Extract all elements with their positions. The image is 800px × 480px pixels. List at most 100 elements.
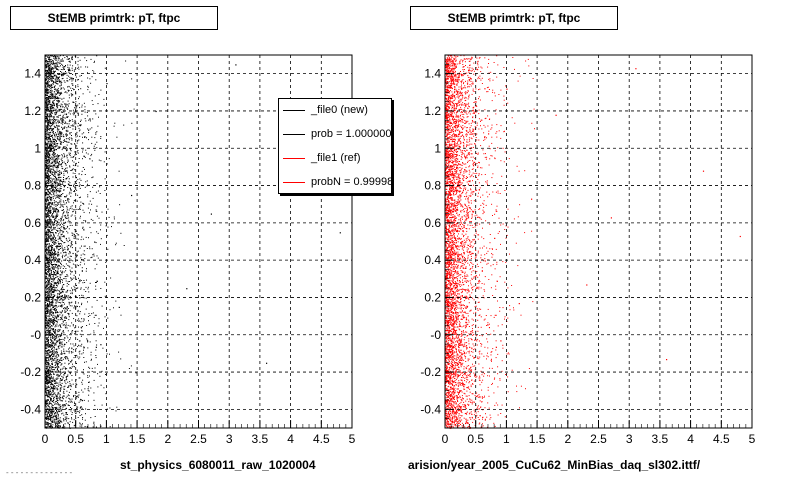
data-point	[54, 418, 56, 420]
data-point	[469, 375, 471, 377]
y-tick-label: 0.4	[24, 253, 41, 267]
y-tick-label: -0.4	[20, 402, 41, 416]
data-point	[500, 340, 502, 342]
x-tick-label: 5	[349, 432, 356, 446]
data-point	[666, 359, 668, 361]
y-tick-label: -0	[430, 328, 441, 342]
legend-swatch	[283, 133, 305, 135]
x-tick-label: 4	[287, 432, 294, 446]
y-tick-label: -0.4	[420, 402, 441, 416]
x-tick-label: 3	[226, 432, 233, 446]
data-point	[702, 170, 705, 172]
x-tick-label: 3	[626, 432, 633, 446]
y-tick-label: 0.6	[24, 216, 41, 230]
x-tick-label: 0	[442, 432, 449, 446]
data-point	[457, 256, 459, 258]
legend-entry-file0: _file0 (new)	[279, 99, 391, 121]
data-point	[555, 114, 557, 116]
scatter-cloud	[45, 55, 137, 429]
legend-swatch	[283, 109, 305, 111]
data-point	[739, 235, 741, 238]
corner-note: - - - - - - - - - - - - - -	[6, 468, 73, 477]
legend-label: prob = 1.000000	[311, 128, 392, 140]
x-tick-label: 2	[164, 432, 171, 446]
y-tick-label: 0.4	[424, 253, 441, 267]
y-tick-label: 1	[34, 141, 41, 155]
y-tick-label: 0.8	[24, 179, 41, 193]
data-point	[478, 189, 480, 191]
data-point	[69, 372, 71, 374]
data-point	[131, 194, 133, 197]
y-tick-label: -0.2	[420, 365, 441, 379]
data-point	[56, 166, 58, 169]
data-point	[78, 185, 80, 187]
x-tick-label: 1	[503, 432, 510, 446]
x-tick-label: 0	[42, 432, 49, 446]
x-tick-label: 0.5	[67, 432, 84, 446]
data-point	[635, 68, 637, 70]
data-point	[463, 226, 465, 228]
data-point	[235, 64, 237, 66]
y-tick-label: 0.8	[424, 179, 441, 193]
data-point	[49, 390, 52, 392]
data-point	[460, 349, 462, 351]
x-tick-label: 4.5	[713, 432, 730, 446]
x-tick-label: 0.5	[467, 432, 484, 446]
legend-label: _file1 (ref)	[311, 152, 361, 164]
x-tick-label: 3.5	[252, 432, 269, 446]
y-tick-label: 1.4	[24, 67, 41, 81]
left-plot-title: StEMB primtrk: pT, ftpc	[10, 6, 218, 30]
data-point	[586, 284, 588, 286]
legend-label: probN = 0.999988	[311, 176, 392, 188]
data-point	[51, 129, 53, 131]
data-point	[446, 73, 448, 75]
right-plot-title: StEMB primtrk: pT, ftpc	[410, 6, 618, 30]
data-point	[58, 92, 60, 94]
data-point	[449, 387, 452, 389]
legend-entry-prob: prob = 1.000000	[279, 123, 392, 145]
data-point	[488, 133, 490, 135]
right-file-label: arision/year_2005_CuCu62_MinBias_daq_sl3…	[408, 458, 701, 472]
x-tick-label: 5	[749, 432, 756, 446]
y-tick-label: -0.2	[20, 365, 41, 379]
data-point	[472, 107, 474, 109]
data-point	[94, 241, 96, 243]
data-point	[456, 170, 458, 172]
data-point	[454, 413, 456, 415]
scatter-cloud	[445, 55, 535, 429]
x-tick-label: 2	[564, 432, 571, 446]
data-point	[48, 204, 50, 206]
data-point	[88, 129, 90, 131]
data-point	[57, 260, 59, 262]
legend: _file0 (new) prob = 1.000000 _file1 (ref…	[278, 98, 392, 194]
legend-entry-probn: probN = 0.999988	[279, 171, 392, 193]
data-point	[466, 144, 468, 146]
data-point	[448, 213, 450, 215]
x-tick-label: 4.5	[313, 432, 330, 446]
legend-label: _file0 (new)	[311, 104, 368, 116]
data-point	[60, 353, 62, 355]
data-point	[266, 362, 268, 364]
data-point	[155, 110, 157, 113]
data-point	[518, 303, 520, 305]
y-tick-label: 0.2	[424, 290, 441, 304]
data-point	[506, 88, 508, 90]
data-point	[458, 96, 460, 98]
legend-swatch	[283, 181, 305, 183]
data-point	[610, 217, 612, 219]
y-tick-label: 0.2	[24, 290, 41, 304]
data-point	[452, 293, 454, 295]
x-tick-label: 3.5	[652, 432, 669, 446]
legend-entry-file1: _file1 (ref)	[279, 147, 391, 169]
y-tick-label: -0	[30, 328, 41, 342]
x-tick-label: 1.5	[529, 432, 546, 446]
data-point	[118, 306, 120, 308]
y-tick-label: 1.2	[424, 104, 441, 118]
y-tick-label: 1.4	[424, 67, 441, 81]
data-point	[81, 400, 83, 402]
legend-swatch	[283, 157, 305, 159]
data-point	[186, 288, 188, 290]
data-point	[66, 148, 68, 150]
y-tick-label: 1	[434, 141, 441, 155]
